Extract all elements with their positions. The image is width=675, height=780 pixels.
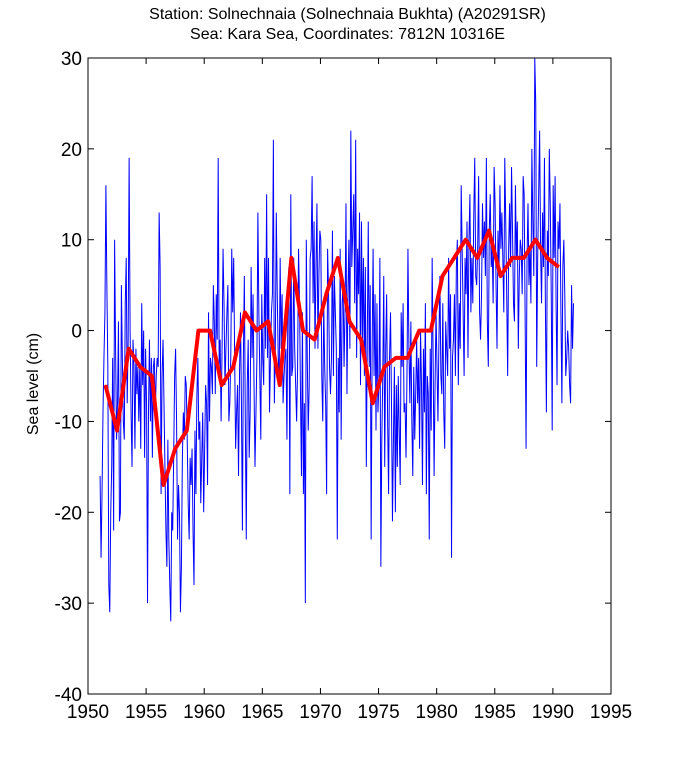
x-tick-label: 1965 <box>241 702 283 723</box>
annual-mean-point <box>465 239 467 241</box>
annual-mean-point <box>104 384 106 386</box>
annual-mean-point <box>163 484 165 486</box>
chart-subtitle: Sea: Kara Sea, Coordinates: 7812N 10316E <box>190 26 505 43</box>
series-layer <box>99 57 574 622</box>
y-tick-label: 20 <box>61 140 82 161</box>
y-tick-label: -20 <box>55 503 82 524</box>
y-tick-label: -10 <box>55 412 82 433</box>
annual-mean-point <box>209 330 211 332</box>
annual-mean-point <box>558 266 560 268</box>
annual-mean-point <box>418 330 420 332</box>
series-line-monthly <box>99 57 574 622</box>
annual-mean-point <box>256 330 258 332</box>
annual-mean-point <box>314 339 316 341</box>
annual-mean-point <box>325 293 327 295</box>
x-tick-label: 1975 <box>357 702 399 723</box>
y-tick-label: -30 <box>55 594 82 615</box>
annual-mean-point <box>488 230 490 232</box>
annual-mean-point <box>500 275 502 277</box>
annual-mean-point <box>337 257 339 259</box>
x-tick-label: 1970 <box>299 702 341 723</box>
x-tick-label: 1950 <box>67 702 109 723</box>
annual-mean-point <box>476 257 478 259</box>
y-tick-label: -40 <box>55 685 82 706</box>
annual-mean-point <box>232 366 234 368</box>
annual-mean-point <box>302 330 304 332</box>
y-tick-label: 0 <box>71 322 82 343</box>
annual-mean-point <box>441 275 443 277</box>
ticks-layer: 1950 1955 1960 1965 1970 1975 1980 1985 1990 1995… <box>55 49 633 723</box>
annual-mean-point <box>267 320 269 322</box>
annual-mean-point <box>360 339 362 341</box>
annual-mean-point <box>511 257 513 259</box>
annual-mean-point <box>279 384 281 386</box>
plot-frame <box>87 57 612 695</box>
annual-mean-point <box>221 384 223 386</box>
chart-title: Station: Solnechnaia (Solnechnaia Bukhta… <box>149 6 546 23</box>
annual-mean-point <box>128 348 130 350</box>
annual-mean-point <box>290 257 292 259</box>
annual-mean-point <box>349 320 350 322</box>
x-tick-label: 1955 <box>125 702 167 723</box>
annual-mean-point <box>453 257 455 259</box>
y-tick-label: 10 <box>61 231 82 252</box>
annual-mean-point <box>383 366 385 368</box>
annual-mean-point <box>197 330 199 332</box>
annual-mean-point <box>186 430 188 432</box>
annual-mean-point <box>139 366 141 368</box>
x-tick-label: 1990 <box>532 702 574 723</box>
annual-mean-point <box>151 375 153 377</box>
annual-mean-point <box>407 357 409 359</box>
x-tick-label: 1985 <box>474 702 516 723</box>
annual-mean-point <box>395 357 397 359</box>
x-tick-label: 1960 <box>183 702 225 723</box>
annual-mean-point <box>372 402 374 404</box>
annual-mean-point <box>534 239 536 241</box>
annual-mean-point <box>546 257 548 259</box>
x-tick-label: 1980 <box>416 702 458 723</box>
series-line-annual-mean <box>103 228 560 488</box>
annual-mean-point <box>244 311 246 313</box>
y-tick-label: 30 <box>61 49 82 70</box>
annual-mean-point <box>523 257 525 259</box>
x-tick-label: 1995 <box>590 702 632 723</box>
annual-mean-point <box>174 448 176 450</box>
annual-mean-point <box>116 430 118 432</box>
annual-mean-point <box>430 330 432 332</box>
